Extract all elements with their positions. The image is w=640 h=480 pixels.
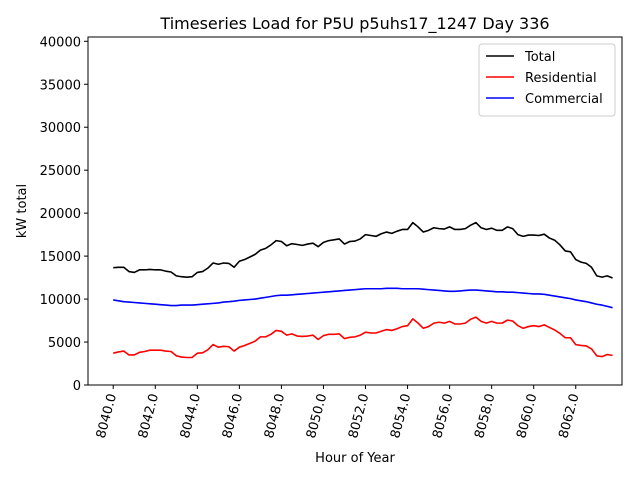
y-tick-label: 5000 — [48, 336, 81, 351]
legend-label-commercial: Commercial — [525, 92, 603, 107]
y-tick-label: 25000 — [40, 164, 81, 179]
series-line-residential — [113, 316, 613, 359]
x-axis: 8040.0 8042.0 8044.0 8046.0 8048.0 8050.0 8052… — [94, 385, 583, 440]
x-tick-label: 8060.0 — [514, 392, 540, 440]
x-tick-label: 8048.0 — [262, 392, 288, 440]
series-line-total — [113, 221, 613, 279]
y-axis: 0 5000 10000 15000 20000 25000 30000 35000 40000 — [40, 35, 88, 394]
x-tick-label: 8050.0 — [304, 392, 330, 440]
legend-label-total: Total — [524, 50, 555, 65]
x-tick-label: 8042.0 — [136, 392, 162, 440]
y-tick-label: 35000 — [40, 78, 81, 93]
y-tick-label: 0 — [73, 379, 81, 394]
x-tick-label: 8052.0 — [346, 392, 372, 440]
x-tick-label: 8058.0 — [472, 392, 498, 440]
y-tick-label: 30000 — [40, 121, 81, 136]
x-tick-label: 8044.0 — [178, 392, 204, 440]
legend: Total Residential Commercial — [478, 43, 616, 117]
y-tick-label: 40000 — [40, 35, 81, 50]
series-line-commercial — [113, 287, 613, 309]
y-tick-label: 15000 — [40, 250, 81, 265]
plot-frame — [87, 36, 623, 386]
x-tick-label: 8046.0 — [220, 392, 246, 440]
chart-title: Timeseries Load for P5U p5uhs17_1247 Day… — [159, 14, 549, 34]
x-tick-label: 8062.0 — [556, 392, 582, 440]
x-tick-label: 8040.0 — [94, 392, 120, 440]
plot-area — [87, 36, 623, 386]
y-tick-label: 10000 — [40, 293, 81, 308]
x-axis-label: Hour of Year — [315, 451, 395, 466]
y-axis-label: kW total — [15, 184, 30, 238]
x-tick-label: 8054.0 — [388, 392, 414, 440]
x-tick-label: 8056.0 — [430, 392, 456, 440]
legend-label-residential: Residential — [525, 71, 597, 86]
y-tick-label: 20000 — [40, 207, 81, 222]
series-layer — [113, 221, 613, 359]
